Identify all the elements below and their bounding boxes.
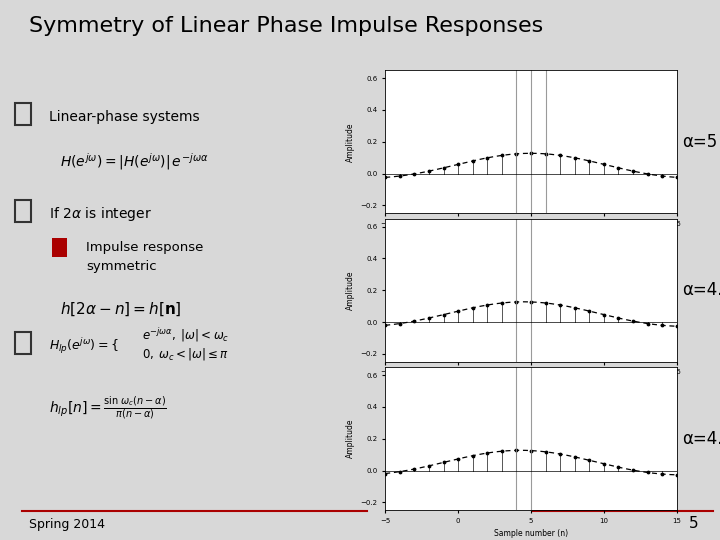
Text: $h[2\alpha - n] = h[\mathbf{n}]$: $h[2\alpha - n] = h[\mathbf{n}]$ <box>60 300 181 318</box>
Y-axis label: Amplitude: Amplitude <box>346 271 355 310</box>
X-axis label: Sample number (n): Sample number (n) <box>494 530 568 538</box>
Y-axis label: Amplitude: Amplitude <box>346 122 355 161</box>
Text: $H(e^{j\omega}) = |H(e^{j\omega})|\, e^{-j\omega\alpha}$: $H(e^{j\omega}) = |H(e^{j\omega})|\, e^{… <box>60 152 208 172</box>
Y-axis label: Amplitude: Amplitude <box>346 419 355 458</box>
Text: Linear-phase systems: Linear-phase systems <box>49 110 199 124</box>
Text: If $2\alpha$ is integer: If $2\alpha$ is integer <box>49 205 152 223</box>
Text: $H_{lp}(e^{j\omega}) = \{$: $H_{lp}(e^{j\omega}) = \{$ <box>49 336 118 355</box>
Text: α=4.5: α=4.5 <box>683 281 720 299</box>
Text: α=4.3: α=4.3 <box>683 430 720 448</box>
Text: Symmetry of Linear Phase Impulse Responses: Symmetry of Linear Phase Impulse Respons… <box>29 16 543 36</box>
Bar <box>15 103 32 125</box>
Bar <box>15 200 32 222</box>
Text: Impulse response: Impulse response <box>86 241 204 254</box>
Text: $e^{-j\omega\alpha},\;|\omega| < \omega_c$: $e^{-j\omega\alpha},\;|\omega| < \omega_… <box>143 326 230 344</box>
Text: α=5: α=5 <box>683 133 718 151</box>
Text: symmetric: symmetric <box>86 260 157 273</box>
Text: Spring 2014: Spring 2014 <box>29 518 105 531</box>
Bar <box>15 332 32 354</box>
Text: $h_{lp}[n] = \frac{\sin\,\omega_c(n-\alpha)}{\pi(n-\alpha)}$: $h_{lp}[n] = \frac{\sin\,\omega_c(n-\alp… <box>49 394 166 422</box>
Text: $0,\; \omega_c < |\omega| \leq \pi$: $0,\; \omega_c < |\omega| \leq \pi$ <box>143 346 230 362</box>
X-axis label: Sample number (n): Sample number (n) <box>494 381 568 390</box>
Bar <box>53 238 67 257</box>
Text: 5: 5 <box>689 516 698 531</box>
X-axis label: Sample number (n): Sample number (n) <box>494 233 568 241</box>
